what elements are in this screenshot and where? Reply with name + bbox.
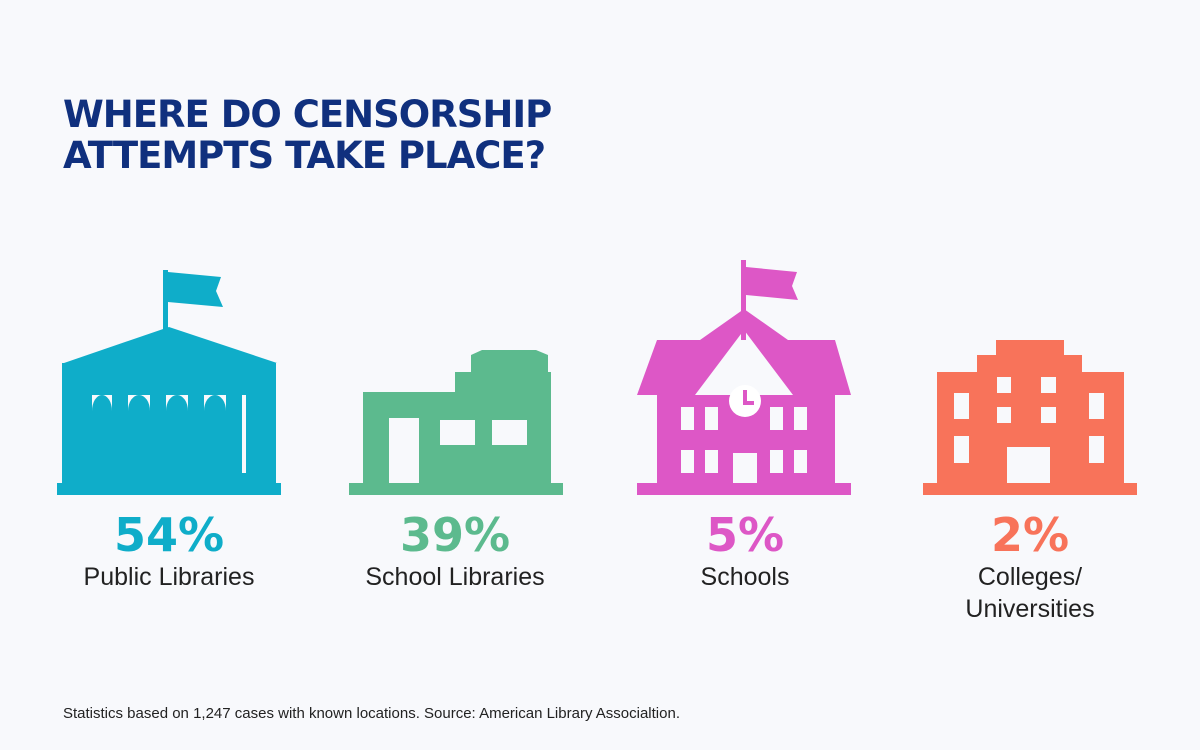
university-icon	[923, 340, 1137, 495]
percent-value: 54%	[113, 508, 225, 562]
label-line-1: Public Libraries	[83, 563, 255, 591]
stat-schools: 5% Schools	[605, 255, 885, 635]
stat-colleges-universities: 2% Colleges/ Universities	[890, 255, 1170, 635]
percent-value: 5%	[705, 508, 785, 562]
school-icon	[637, 260, 851, 495]
source-footnote: Statistics based on 1,247 cases with kno…	[63, 705, 680, 722]
category-label: School Libraries	[315, 561, 595, 593]
category-label: Schools	[605, 561, 885, 593]
percent-value: 2%	[990, 508, 1070, 562]
title-line-1: WHERE DO CENSORSHIP	[63, 93, 552, 136]
label-line-1: Schools	[700, 563, 790, 591]
title-line-2: ATTEMPTS TAKE PLACE?	[63, 134, 546, 177]
label-line-1: Colleges/	[977, 563, 1083, 591]
category-label: Colleges/ Universities	[890, 561, 1170, 625]
school-library-icon	[349, 350, 563, 495]
page-title: WHERE DO CENSORSHIP ATTEMPTS TAKE PLACE?	[63, 93, 552, 177]
percent-value: 39%	[399, 508, 511, 562]
stat-school-libraries: 39% School Libraries	[315, 255, 595, 635]
public-library-icon	[57, 270, 281, 495]
stat-public-libraries: 54% Public Libraries	[29, 255, 309, 635]
category-label: Public Libraries	[29, 561, 309, 593]
label-line-1: School Libraries	[365, 563, 545, 591]
label-line-2: Universities	[965, 595, 1095, 623]
